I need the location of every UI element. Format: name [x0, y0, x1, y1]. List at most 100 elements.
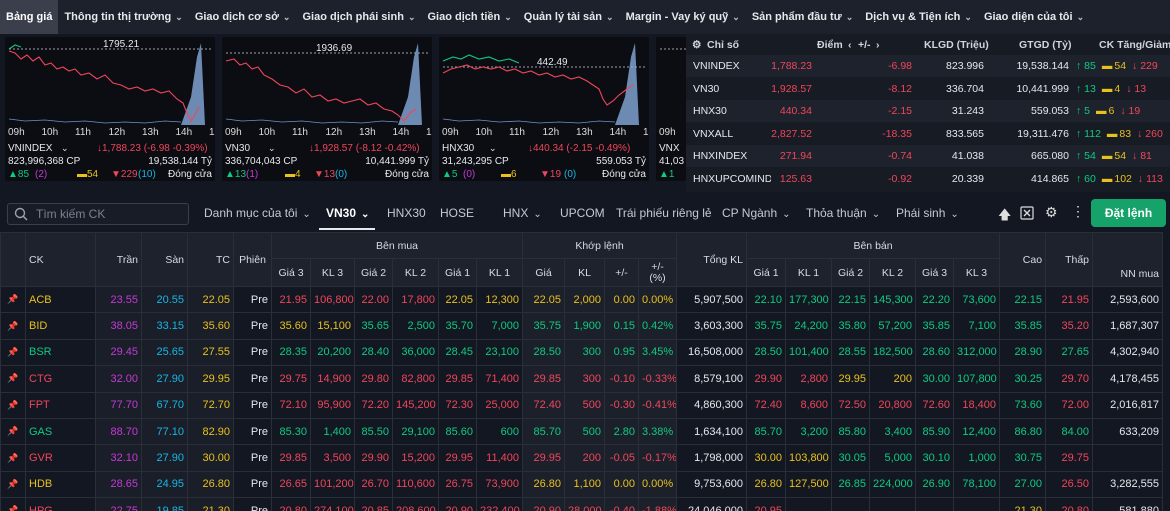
nav-item-8[interactable]: Dịch vụ & Tiện ích ⌄ [859, 0, 978, 34]
board-symbol[interactable]: GAS [25, 417, 96, 446]
nav-item-9[interactable]: Giao diện của tôi ⌄ [978, 0, 1090, 34]
index-row[interactable]: HNXINDEX 271.94 -0.74 41.038 665.080 ↑ 54 ▬ 54 ↓… [686, 145, 1170, 167]
cell-bk3: 95,900 [310, 391, 355, 419]
nav-item-3[interactable]: Giao dịch phái sinh ⌄ [296, 0, 421, 34]
nav-item-6[interactable]: Margin - Vay ký quỹ ⌄ [620, 0, 746, 34]
index-chart-card[interactable]: 09h VNX 41,03 ▲1 [656, 37, 686, 181]
floor-count: (0) [564, 169, 577, 180]
cell-bk3: 20,200 [310, 338, 355, 367]
tab-2[interactable]: HNX30 [387, 206, 426, 220]
pin-icon[interactable]: 📌 [0, 365, 26, 393]
pin-icon[interactable]: 📌 [0, 417, 26, 446]
pin-icon[interactable]: 📌 [0, 285, 26, 314]
index-value: 559.053 [1031, 105, 1069, 117]
settings-icon[interactable]: ⚙ [1045, 204, 1058, 220]
index-row[interactable]: VN30 1,928.57 -8.12 336.704 10,441.999 ↑ 13 ▬ 4… [686, 77, 1170, 100]
cell-sk2: 3,400 [869, 417, 917, 446]
nav-item-5[interactable]: Quản lý tài sản ⌄ [518, 0, 620, 34]
advancers: ▲5 [442, 169, 458, 180]
board-row[interactable]: 📌 GVR 32.10 27.90 30.00 Pre 29.85 3,500 29.90 15,… [0, 444, 1170, 472]
board-row[interactable]: 📌 HPG 22.75 19.85 21.30 Pre 20.80 274,100 20.85 2… [0, 497, 1170, 511]
cell-lo: 29.70 [1045, 365, 1094, 393]
chevron-down-icon: ⌄ [504, 11, 512, 22]
board-symbol[interactable]: BSR [25, 338, 96, 367]
cell-nn: 4,302,940 [1092, 338, 1164, 367]
board-symbol[interactable]: BID [25, 312, 96, 340]
board-symbol[interactable]: GVR [25, 444, 96, 472]
pin-icon[interactable]: 📌 [0, 312, 26, 340]
arrow-up-icon[interactable]: 🡅 [998, 207, 1012, 222]
cell-ref: 35.60 [187, 312, 234, 340]
board-symbol[interactable]: HDB [25, 470, 96, 499]
pin-icon[interactable]: 📌 [0, 470, 26, 499]
col-ask-price-3: Giá 3 [915, 258, 955, 287]
tab-8[interactable]: Thỏa thuận ⌄ [806, 206, 880, 220]
tab-1[interactable]: VN30 ⌄ [326, 206, 369, 220]
cell-b1: 29.85 [438, 365, 477, 393]
chevron-down-icon[interactable]: ⌄ [489, 143, 497, 153]
col-low: Thấp [1045, 232, 1094, 287]
board-symbol[interactable]: ACB [25, 285, 96, 314]
cell-ch: 2.80 [604, 417, 639, 446]
symbol-search[interactable] [7, 203, 189, 225]
index-breadth: ↑ 13 ▬ 4 ↓ 13 [1076, 83, 1146, 95]
nav-item-7[interactable]: Sản phẩm đầu tư ⌄ [746, 0, 859, 34]
cell-s2: 28.55 [831, 338, 871, 367]
index-row[interactable]: HNX30 440.34 -2.15 31.243 559.053 ↑ 5 ▬ 6 ↓ 19 [686, 100, 1170, 122]
nav-item-1[interactable]: Thông tin thị trường ⌄ [58, 0, 188, 34]
chevron-down-icon[interactable]: ⌄ [268, 143, 276, 153]
cell-b1: 29.95 [438, 444, 477, 472]
board-row[interactable]: 📌 HDB 28.65 24.95 26.80 Pre 26.65 101,200 26.70 1… [0, 470, 1170, 499]
board-row[interactable]: 📌 ACB 23.55 20.55 22.05 Pre 21.95 106,800 22.00 1… [0, 285, 1170, 314]
col-foreign-buy: NN mua [1092, 232, 1164, 287]
nav-item-2[interactable]: Giao dịch cơ sở ⌄ [189, 0, 297, 34]
cell-sk3: 7,100 [953, 312, 1001, 340]
index-volume: 41.038 [951, 150, 984, 162]
index-row[interactable]: HNXUPCOMINDEX 125.63 -0.92 20.339 414.865 ↑ 6… [686, 167, 1170, 190]
board-symbol[interactable]: HPG [25, 497, 96, 511]
more-vertical-icon[interactable]: ⋮ [1071, 203, 1085, 219]
tab-6[interactable]: Trái phiếu riêng lẻ [616, 206, 712, 220]
cell-tot: 16,508,000 [676, 338, 748, 367]
board-row[interactable]: 📌 CTG 32.00 27.90 29.95 Pre 29.75 14,900 29.80 82… [0, 365, 1170, 393]
cell-hi: 22.15 [999, 285, 1047, 314]
index-chart-card[interactable]: 1795.21 09h 10h 11h 12h 13h 14h 15h VNINDEX ⌄ ↓1,7… [5, 37, 215, 181]
pin-icon[interactable]: 📌 [0, 444, 26, 472]
board-row[interactable]: 📌 GAS 88.70 77.10 82.90 Pre 85.30 1,400 85.50 29,… [0, 417, 1170, 446]
excel-export-icon[interactable] [1020, 206, 1034, 223]
cell-ref: 21.30 [187, 497, 234, 511]
index-row[interactable]: VNXALL 2,827.52 -18.35 833.565 19,311.476 ↑ 1… [686, 122, 1170, 145]
board-row[interactable]: 📌 BID 38.05 33.15 35.60 Pre 35.60 15,100 35.65 2,… [0, 312, 1170, 340]
tab-label: VN30 [326, 206, 357, 220]
board-row[interactable]: 📌 BSR 29.45 25.65 27.55 Pre 28.35 20,200 28.40 36… [0, 338, 1170, 367]
pin-icon[interactable]: 📌 [0, 497, 26, 511]
place-order-button[interactable]: Đặt lệnh [1091, 199, 1166, 227]
index-chart-card[interactable]: 1936.69 09h 10h 11h 12h 13h 14h 15h VN30 ⌄ ↓1,928.… [222, 37, 432, 181]
col-symbol[interactable]: CK [25, 232, 96, 287]
cell-ceil: 38.05 [95, 312, 142, 340]
tab-7[interactable]: CP Ngành ⌄ [722, 206, 791, 220]
board-symbol[interactable]: CTG [25, 365, 96, 393]
nav-item-4[interactable]: Giao dịch tiền ⌄ [421, 0, 517, 34]
tab-label: CP Ngành [722, 206, 778, 220]
gear-icon[interactable]: ⚙ [692, 39, 702, 51]
col-pin [0, 232, 26, 287]
tab-5[interactable]: UPCOM [560, 206, 605, 220]
chevron-left-icon[interactable]: ‹ [848, 39, 852, 51]
pin-icon[interactable]: 📌 [0, 338, 26, 367]
decliners: ▼13 [314, 169, 336, 180]
nav-item-0[interactable]: Bảng giá [0, 0, 59, 34]
tab-3[interactable]: HOSE [440, 206, 474, 220]
board-row[interactable]: 📌 FPT 77.70 67.70 72.70 Pre 72.10 95,900 72.20 14… [0, 391, 1170, 419]
board-symbol[interactable]: FPT [25, 391, 96, 419]
index-row[interactable]: VNINDEX 1,788.23 -6.98 823.996 19,538.144 ↑ 8… [686, 55, 1170, 77]
chevron-right-icon[interactable]: › [876, 39, 880, 51]
pin-icon[interactable]: 📌 [0, 391, 26, 419]
search-input[interactable] [36, 206, 186, 222]
tab-4[interactable]: HNX ⌄ [503, 206, 542, 220]
tab-9[interactable]: Phái sinh ⌄ [896, 206, 959, 220]
index-chart-card[interactable]: 442.49 09h 10h 11h 12h 13h 14h 15h HNX30 ⌄ ↓440.34… [439, 37, 649, 181]
tab-0[interactable]: Danh mục của tôi ⌄ [204, 206, 311, 220]
chevron-down-icon[interactable]: ⌄ [61, 143, 69, 153]
index-point: 2,827.52 [771, 127, 812, 140]
